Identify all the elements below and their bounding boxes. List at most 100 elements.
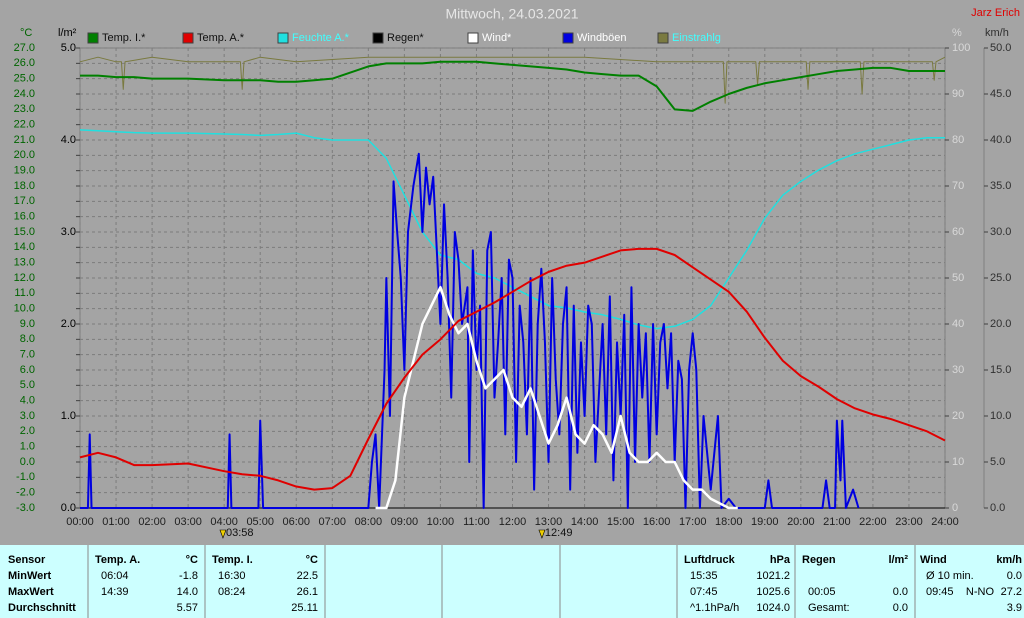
y-tick-label: -3.0 [16, 502, 35, 514]
legend-label: Windböen [577, 32, 627, 44]
series-line [79, 56, 946, 104]
y-tick-label: 14.0 [14, 241, 35, 253]
x-tick-label: 11:00 [463, 516, 490, 528]
cell-value: 1024.0 [756, 602, 790, 614]
stats-panel [0, 545, 1024, 618]
x-tick-label: 23:00 [895, 516, 923, 528]
y-tick-label: 50.0 [990, 42, 1011, 54]
y-tick-label: 26.0 [14, 57, 35, 69]
legend-label: Feuchte A.* [292, 32, 350, 44]
y-tick-label: 5.0 [61, 42, 76, 54]
chart-title: Mittwoch, 24.03.2021 [445, 6, 578, 22]
cell-value: 27.2 [1001, 586, 1022, 598]
x-tick-label: 09:00 [391, 516, 419, 528]
cell-time: ^1.1hPa/h [690, 602, 739, 614]
section-title: Temp. I. [212, 554, 253, 566]
series-line [80, 60, 945, 112]
annotation-label: 12:49 [545, 527, 573, 539]
cell-value: 25.11 [291, 602, 318, 614]
cell-direction: N-NO [966, 586, 995, 598]
y-tick-label: 20.0 [14, 149, 35, 161]
cell-value: 26.1 [297, 586, 318, 598]
row-label: MinWert [8, 570, 52, 582]
x-tick-label: 00:00 [66, 516, 94, 528]
legend-swatch [277, 32, 289, 44]
series-line [79, 247, 946, 491]
series-line [375, 285, 738, 510]
y-tick-label: 3.0 [20, 410, 35, 422]
y-tick-label: -1.0 [16, 471, 35, 483]
y-tick-label: 40 [952, 318, 964, 330]
y-tick-label: 1.0 [20, 441, 35, 453]
y-tick-label: 40.0 [990, 134, 1011, 146]
section-unit: °C [186, 554, 198, 566]
y-tick-label: 45.0 [990, 88, 1011, 100]
y-tick-label: 20 [952, 410, 964, 422]
legend-label: Regen* [387, 32, 424, 44]
x-tick-label: 15:00 [607, 516, 635, 528]
cell-time: Gesamt: [808, 602, 850, 614]
x-tick-label: 13:00 [535, 516, 563, 528]
y-tick-label: 8.0 [20, 333, 35, 345]
legend-swatch [182, 32, 194, 44]
annotation-marker [538, 529, 546, 539]
y-tick-label: 18.0 [14, 180, 35, 192]
x-tick-label: 06:00 [282, 516, 310, 528]
y-tick-label: 90 [952, 88, 964, 100]
cell-value: 22.5 [297, 570, 318, 582]
y-tick-label: 12.0 [14, 272, 35, 284]
y-tick-label: 2.0 [20, 425, 35, 437]
y-tick-label: 10 [952, 456, 964, 468]
row-label: Durchschnitt [8, 602, 76, 614]
cell-value: 14.0 [177, 586, 198, 598]
section-unit: °C [306, 554, 318, 566]
y-tick-label: 20.0 [990, 318, 1011, 330]
y-tick-label: 0.0 [61, 502, 76, 514]
legend-swatch [467, 32, 479, 44]
section-unit: km/h [996, 554, 1022, 566]
cell-value: 0.0 [893, 586, 908, 598]
x-tick-label: 04:00 [210, 516, 238, 528]
y-tick-label: 80 [952, 134, 964, 146]
annotation-marker [219, 529, 227, 539]
legend-swatch [372, 32, 384, 44]
y-tick-label: 50 [952, 272, 964, 284]
y-tick-label: 5.0 [20, 379, 35, 391]
axis-unit: % [952, 27, 962, 39]
y-tick-label: 30.0 [990, 226, 1011, 238]
legend-label: Einstrahlg [672, 32, 721, 44]
cell-time: 07:45 [690, 586, 718, 598]
x-tick-label: 02:00 [138, 516, 166, 528]
y-tick-label: 13.0 [14, 257, 35, 269]
cell-time: 14:39 [101, 586, 129, 598]
x-tick-label: 14:00 [571, 516, 599, 528]
y-tick-label: 9.0 [20, 318, 35, 330]
legend-swatch [562, 32, 574, 44]
cell-time: 15:35 [690, 570, 718, 582]
y-tick-label: 27.0 [14, 42, 35, 54]
y-tick-label: 60 [952, 226, 964, 238]
y-tick-label: 3.0 [61, 226, 76, 238]
cell-value: 0.0 [1007, 570, 1022, 582]
y-tick-label: 1.0 [61, 410, 76, 422]
y-tick-label: 10.0 [14, 303, 35, 315]
y-tick-label: 70 [952, 180, 964, 192]
series-line [80, 152, 860, 509]
author: Jarz Erich [971, 7, 1020, 19]
x-tick-label: 07:00 [319, 516, 347, 528]
y-tick-label: 19.0 [14, 165, 35, 177]
x-tick-label: 16:00 [643, 516, 671, 528]
y-tick-label: 7.0 [20, 349, 35, 361]
y-tick-label: 5.0 [990, 456, 1005, 468]
y-tick-label: 16.0 [14, 211, 35, 223]
section-title: Regen [802, 554, 836, 566]
y-tick-label: 11.0 [14, 287, 35, 299]
cell-value: 3.9 [1007, 602, 1022, 614]
cell-value: -1.8 [179, 570, 198, 582]
y-tick-label: 15.0 [14, 226, 35, 238]
y-tick-label: 15.0 [990, 364, 1011, 376]
x-tick-label: 17:00 [679, 516, 707, 528]
legend-label: Temp. I.* [102, 32, 146, 44]
section-title: Wind [920, 554, 947, 566]
cell-value: 0.0 [893, 602, 908, 614]
